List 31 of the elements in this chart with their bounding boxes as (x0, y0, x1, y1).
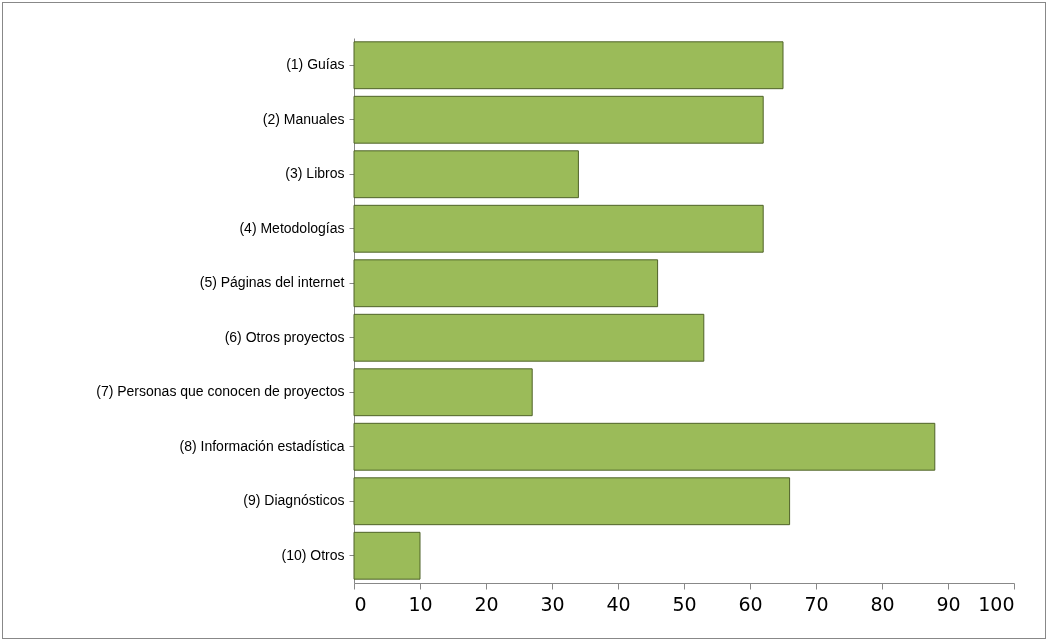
bar (353, 422, 936, 471)
x-tick-label: 30 (540, 592, 565, 615)
x-tick-label: 0 (354, 592, 367, 615)
y-tick-label: (3) Libros (285, 165, 345, 182)
y-tick-label: (6) Otros proyectos (224, 328, 345, 345)
x-tick-label: 70 (804, 592, 829, 615)
x-tick-label: 50 (672, 592, 697, 615)
bar (353, 95, 764, 144)
y-tick-label: (5) Páginas del internet (199, 274, 345, 291)
x-tick-label: 60 (738, 592, 763, 615)
bar (353, 313, 705, 362)
y-tick-label: (2) Manuales (262, 110, 345, 127)
y-tick-label: (10) Otros (281, 546, 345, 563)
bar (353, 368, 533, 417)
x-tick-label: 20 (474, 592, 499, 615)
y-tick-label: (1) Guías (286, 56, 345, 73)
bar (353, 259, 659, 308)
x-tick-label: 80 (870, 592, 895, 615)
bar (353, 477, 791, 526)
x-tick-label: 40 (606, 592, 631, 615)
y-tick-label: (9) Diagnósticos (243, 492, 345, 509)
y-tick-label: (8) Información estadística (179, 437, 345, 454)
y-tick-label: (7) Personas que conocen de proyectos (96, 383, 345, 400)
bar (353, 41, 784, 90)
bar (353, 531, 421, 580)
bar (353, 204, 764, 253)
y-tick-label: (4) Metodologías (239, 219, 345, 236)
bar (353, 150, 579, 199)
x-tick-label: 10 (408, 592, 433, 615)
x-tick-label: 100 (978, 592, 1015, 615)
x-tick-label: 90 (936, 592, 961, 615)
